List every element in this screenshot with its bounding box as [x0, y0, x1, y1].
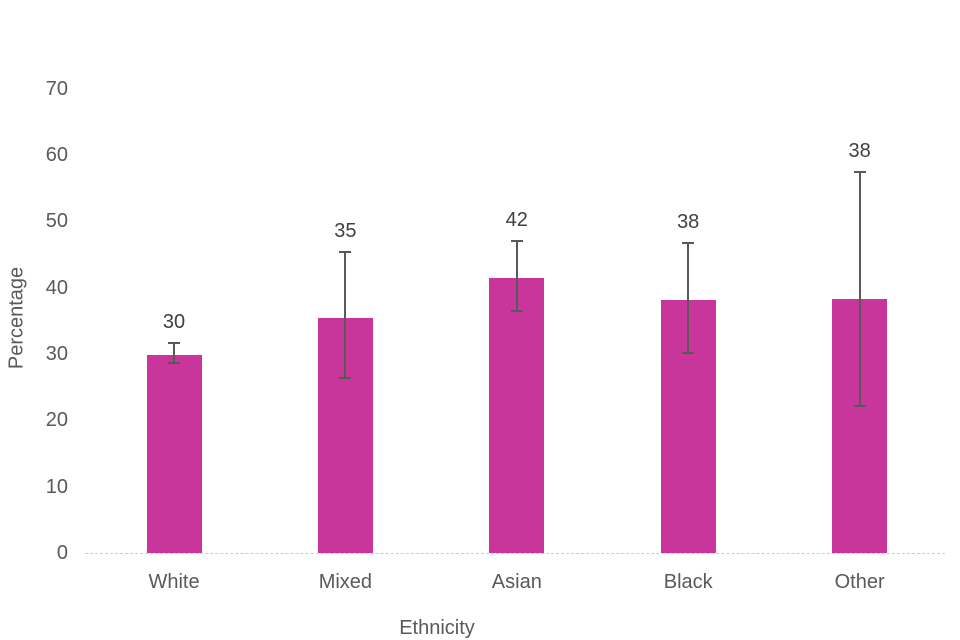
error-bar-cap-top-black — [682, 241, 695, 244]
error-bar-cap-top-mixed — [339, 250, 352, 253]
x-axis-title: Ethnicity — [399, 617, 475, 639]
data-label-asian: 42 — [505, 209, 528, 232]
error-bar-cap-bottom-black — [682, 352, 695, 355]
error-bar-cap-top-asian — [510, 240, 523, 243]
error-bar-cap-bottom-mixed — [339, 376, 352, 379]
data-label-black: 38 — [677, 210, 700, 233]
error-bar-cap-bottom-white — [168, 361, 180, 364]
x-category-label-black: Black — [663, 571, 713, 593]
bar-asian — [489, 277, 545, 553]
y-tick-label-70: 70 — [45, 77, 68, 100]
error-bar-cap-top-other — [853, 171, 866, 174]
x-category-label-other: Other — [834, 571, 885, 593]
data-label-mixed: 35 — [334, 219, 357, 242]
error-bar-black — [687, 242, 690, 354]
y-tick-label-50: 50 — [45, 210, 68, 233]
x-category-label-white: White — [148, 571, 200, 593]
error-bar-cap-top-white — [168, 342, 180, 345]
error-bar-mixed — [344, 251, 347, 378]
error-bar-cap-bottom-asian — [510, 309, 523, 312]
x-axis-line — [85, 553, 945, 554]
y-tick-label-60: 60 — [45, 144, 68, 167]
bar-white — [146, 354, 202, 553]
y-tick-label-10: 10 — [45, 475, 68, 498]
y-tick-label-0: 0 — [56, 542, 68, 564]
error-bar-cap-bottom-other — [853, 405, 866, 408]
error-bar-white — [173, 343, 175, 363]
y-tick-label-30: 30 — [45, 343, 68, 365]
x-category-label-mixed: Mixed — [318, 571, 373, 593]
data-label-white: 30 — [162, 311, 186, 334]
error-bar-asian — [515, 241, 518, 311]
x-category-label-asian: Asian — [491, 571, 542, 593]
data-label-other: 38 — [848, 140, 871, 163]
y-tick-label-40: 40 — [45, 276, 68, 299]
error-bar-other — [858, 172, 861, 407]
y-tick-label-20: 20 — [45, 409, 68, 432]
